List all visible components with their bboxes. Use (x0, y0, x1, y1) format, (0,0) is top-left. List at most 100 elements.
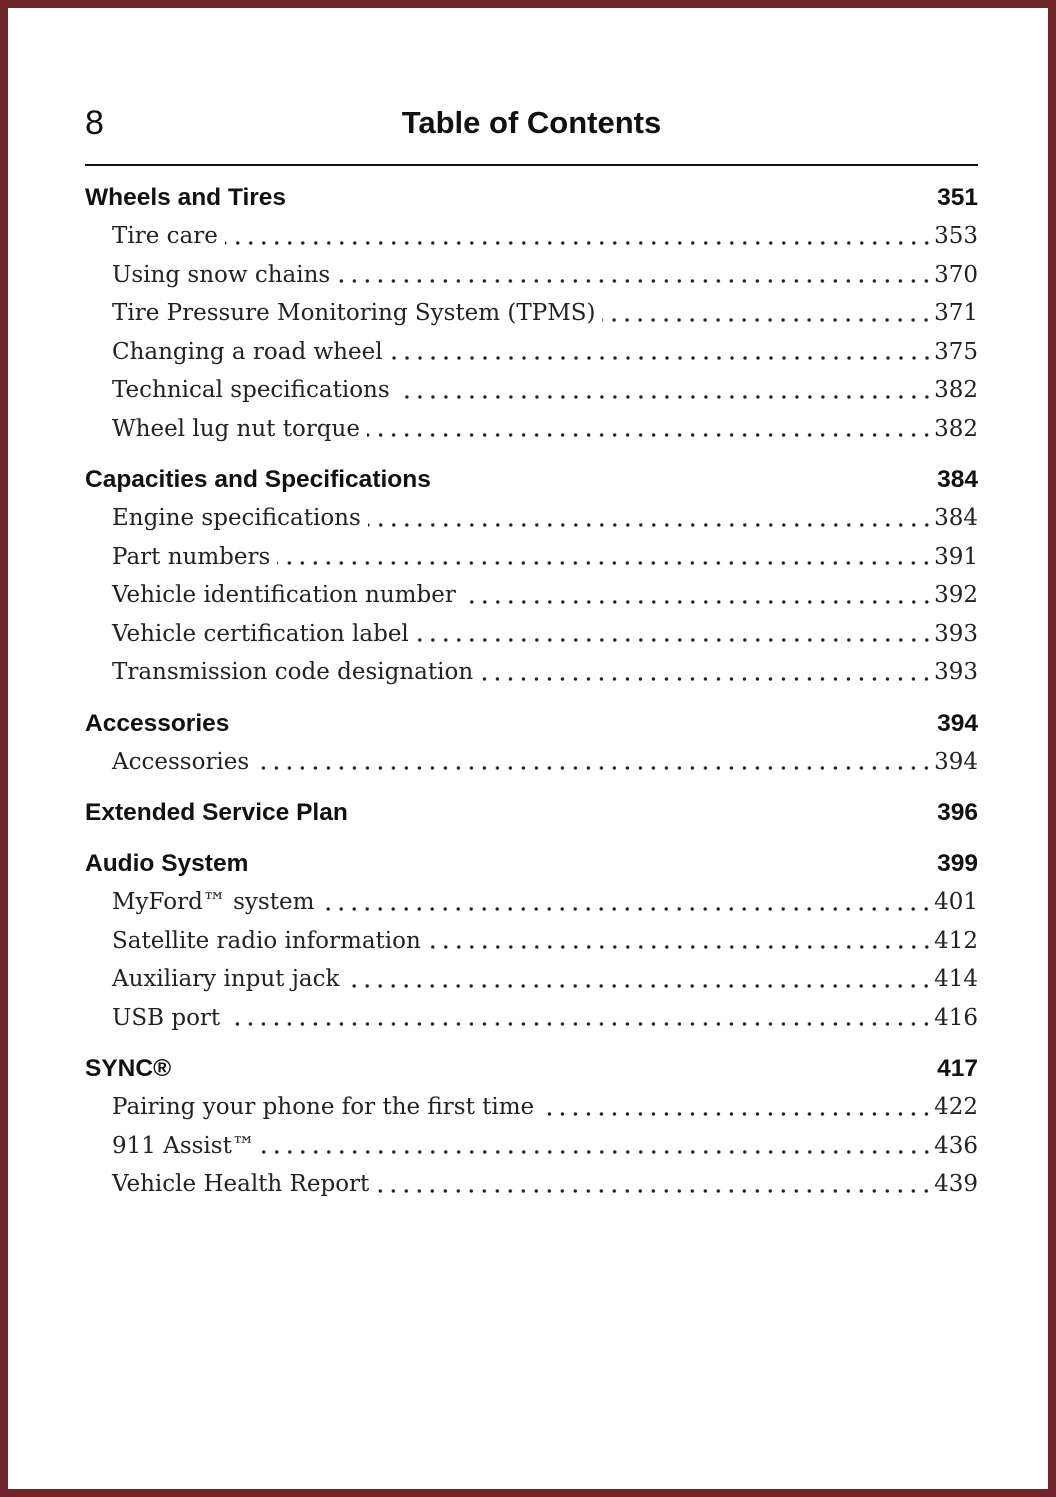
page-content: 8 Table of Contents Wheels and Tires 351… (8, 104, 1048, 1204)
toc-entry-label: Changing a road wheel (112, 338, 383, 365)
toc-section: Audio System 399 MyFord™ system 401 Sate… (85, 845, 978, 1037)
toc-entry-label: Pairing your phone for the first time (112, 1094, 535, 1120)
dot-leader (261, 1126, 934, 1165)
toc-entry-label: Auxiliary input jack (112, 966, 340, 992)
toc-entry: USB port 416 (85, 998, 978, 1037)
section-page-number: 384 (937, 466, 978, 493)
toc-entry: Changing a road wheel 375 (85, 332, 978, 371)
toc-entry-page-number: 382 (934, 415, 978, 442)
toc-entry: Accessories 394 (85, 742, 978, 781)
page-header: 8 Table of Contents (85, 104, 978, 154)
dot-leader (367, 499, 934, 538)
dot-leader (366, 409, 934, 448)
toc-entry: Technical specifications 382 (85, 371, 978, 410)
dot-leader (321, 883, 934, 922)
section-title: Capacities and Specifications (85, 466, 431, 493)
section-entries: Accessories 394 (85, 742, 978, 781)
toc-entry-page-number: 394 (934, 748, 978, 775)
toc-section: Accessories 394 Accessories 394 (85, 705, 978, 781)
toc-entry-page-number: 382 (934, 377, 978, 403)
section-heading-row: Extended Service Plan 396 (85, 794, 978, 832)
toc-entry-page-number: 384 (934, 505, 978, 531)
dot-leader (396, 371, 934, 410)
toc-entry-label: Vehicle Health Report (112, 1171, 370, 1197)
toc-entry-page-number: 414 (934, 966, 978, 992)
toc-section: Extended Service Plan 396 (85, 794, 978, 832)
section-entries: Engine specifications 384 Part numbers 3… (85, 499, 978, 692)
toc-entry: Using snow chains 370 (85, 255, 978, 294)
dot-leader (415, 614, 934, 653)
toc-entry-label: Transmission code designation (112, 659, 474, 685)
section-heading-row: Audio System 399 (85, 845, 978, 883)
toc-section: SYNC® 417 Pairing your phone for the fir… (85, 1050, 978, 1204)
section-heading-row: Wheels and Tires 351 (85, 179, 978, 217)
toc-entry: Engine specifications 384 (85, 499, 978, 538)
toc-entry-label: Satellite radio information (112, 927, 421, 954)
dot-leader (346, 960, 934, 999)
section-page-number: 399 (937, 850, 978, 877)
section-page-number: 394 (937, 709, 978, 737)
header-rule (85, 164, 978, 166)
toc-entry-label: Wheel lug nut torque (112, 415, 360, 442)
toc-entry-label: Part numbers (112, 543, 271, 570)
page-title: Table of Contents (401, 105, 662, 140)
section-title: SYNC® (85, 1055, 172, 1082)
toc-entry-page-number: 375 (934, 338, 978, 365)
toc-entry-label: MyFord™ system (112, 889, 315, 915)
toc-section: Capacities and Specifications 384 Engine… (85, 461, 978, 692)
toc-entry: MyFord™ system 401 (85, 883, 978, 922)
toc-entry-label: Tire Pressure Monitoring System (TPMS) (112, 300, 596, 326)
toc-entry-page-number: 392 (934, 582, 978, 608)
toc-entry: Tire Pressure Monitoring System (TPMS) 3… (85, 294, 978, 333)
toc-sections: Wheels and Tires 351 Tire care 353 Using… (85, 179, 978, 1204)
toc-entry: Transmission code designation 393 (85, 653, 978, 692)
dot-leader (376, 1165, 934, 1204)
toc-entry: Auxiliary input jack 414 (85, 960, 978, 999)
section-heading-row: Capacities and Specifications 384 (85, 461, 978, 499)
toc-entry-label: Accessories (112, 748, 250, 775)
page-number: 8 (85, 104, 104, 142)
toc-entry-page-number: 371 (934, 300, 978, 326)
toc-entry: Pairing your phone for the first time 42… (85, 1088, 978, 1127)
toc-entry: Vehicle Health Report 439 (85, 1165, 978, 1204)
toc-entry-label: Technical specifications (112, 377, 390, 403)
toc-entry-label: Using snow chains (112, 261, 331, 288)
section-title: Extended Service Plan (85, 799, 348, 826)
dot-leader (541, 1088, 934, 1127)
toc-entry-page-number: 391 (934, 543, 978, 570)
toc-entry-label: Engine specifications (112, 505, 361, 531)
toc-entry: Satellite radio information 412 (85, 921, 978, 960)
section-page-number: 417 (937, 1055, 978, 1082)
toc-entry-page-number: 370 (934, 261, 978, 288)
dot-leader (480, 653, 934, 692)
toc-entry: 911 Assist™ 436 (85, 1126, 978, 1165)
dot-leader (227, 998, 934, 1037)
section-title: Accessories (85, 709, 230, 737)
toc-entry-page-number: 416 (934, 1004, 978, 1031)
section-entries: Tire care 353 Using snow chains 370 Tire… (85, 217, 978, 448)
dot-leader (602, 294, 934, 333)
toc-entry: Vehicle identification number 392 (85, 576, 978, 615)
toc-entry: Vehicle certification label 393 (85, 614, 978, 653)
toc-entry-label: Tire care (112, 223, 218, 249)
section-heading-row: Accessories 394 (85, 705, 978, 743)
section-entries: Pairing your phone for the first time 42… (85, 1088, 978, 1204)
toc-entry-page-number: 422 (934, 1094, 978, 1120)
toc-entry-label: USB port (112, 1004, 221, 1031)
toc-entry-page-number: 401 (934, 889, 978, 915)
dot-leader (337, 255, 934, 294)
toc-entry-label: Vehicle certification label (112, 620, 409, 647)
toc-entry: Wheel lug nut torque 382 (85, 409, 978, 448)
toc-entry: Tire care 353 (85, 217, 978, 256)
section-page-number: 351 (937, 184, 978, 211)
toc-entry-label: 911 Assist™ (112, 1132, 255, 1159)
dot-leader (224, 217, 934, 256)
toc-entry-page-number: 393 (934, 659, 978, 685)
toc-entry-page-number: 436 (934, 1132, 978, 1159)
section-page-number: 396 (937, 799, 978, 826)
dot-leader (256, 742, 934, 781)
dot-leader (277, 537, 934, 576)
toc-entry-page-number: 353 (934, 223, 978, 249)
dot-leader (427, 921, 934, 960)
